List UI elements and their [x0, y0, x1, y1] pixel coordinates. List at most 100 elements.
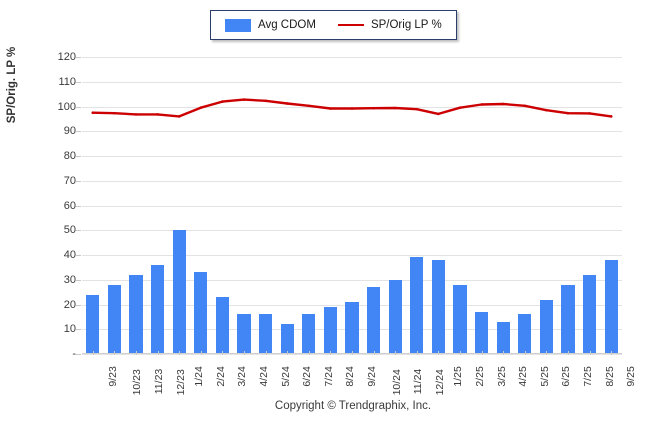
- plot-area: - 10 20 30 40 50 60 70 80 90 100 110 120: [58, 52, 622, 360]
- gridline: [82, 205, 622, 207]
- x-tick-mark: [568, 351, 569, 355]
- gridline: [82, 180, 622, 182]
- x-tick-mark: [330, 351, 332, 355]
- bar: [107, 284, 122, 354]
- bar: [366, 287, 381, 354]
- x-tick-label: 9/24: [366, 366, 379, 387]
- legend-label-sp-orig-lp: SP/Orig LP %: [370, 19, 442, 31]
- y-tick-mark: [76, 106, 81, 108]
- line-marker: [242, 98, 246, 101]
- y-tick-mark: [76, 255, 81, 256]
- x-tick-label: 9/23: [107, 366, 120, 387]
- y-tick-label: 20: [63, 298, 76, 311]
- legend-item-sp-orig-lp: SP/Orig LP %: [337, 19, 442, 31]
- y-tick-mark: [76, 205, 81, 207]
- line-marker: [588, 112, 591, 115]
- x-tick-mark: [200, 351, 202, 355]
- y-tick-label: 90: [63, 125, 76, 138]
- bar: [129, 274, 143, 354]
- bar: [280, 324, 294, 354]
- line-marker: [134, 113, 138, 116]
- bar: [582, 274, 597, 354]
- x-tick-mark: [157, 351, 159, 355]
- x-tick-mark: [136, 351, 137, 355]
- bar: [561, 284, 575, 354]
- x-tick-label: 5/25: [539, 366, 552, 387]
- bar: [237, 314, 251, 354]
- bar: [150, 264, 165, 354]
- x-tick-mark: [438, 351, 440, 355]
- y-tick-label: 120: [57, 51, 76, 63]
- x-tick-mark: [92, 351, 94, 355]
- y-tick-label: 80: [63, 150, 76, 162]
- y-tick-label: 100: [57, 100, 76, 113]
- line-marker: [437, 112, 440, 116]
- bar: [474, 311, 489, 354]
- line-marker: [372, 106, 375, 110]
- x-tick-mark: [416, 351, 418, 355]
- y-tick-mark: [76, 81, 81, 83]
- bar: [453, 284, 467, 354]
- gridline: [82, 81, 622, 83]
- y-tick-mark: [76, 57, 81, 58]
- line-marker: [609, 115, 613, 118]
- line-marker: [501, 102, 505, 106]
- x-tick-mark: [373, 351, 375, 355]
- x-axis-labels: 9/23 10/23 11/23 12/23 1/24 2/24 3/24 4/24 5/24 6…: [82, 351, 637, 401]
- y-tick-mark: [76, 131, 81, 133]
- line-swatch-icon: [337, 24, 364, 26]
- x-tick-mark: [460, 351, 461, 355]
- gridline: [82, 230, 622, 232]
- bar: [215, 297, 230, 354]
- bar: [539, 299, 554, 354]
- bar-series-avg-cdom: [82, 57, 622, 354]
- x-tick-label: 2/25: [474, 366, 487, 387]
- line-marker: [307, 104, 311, 108]
- y-tick-mark: [76, 279, 81, 281]
- bar: [86, 294, 100, 354]
- chart-legend: Avg CDOM SP/Orig LP %: [210, 10, 457, 40]
- line-marker: [523, 104, 527, 108]
- line-marker: [458, 106, 462, 109]
- x-tick-label: 4/25: [517, 366, 530, 387]
- bar: [194, 272, 208, 354]
- bar: [431, 259, 446, 354]
- y-tick-mark: [76, 354, 81, 355]
- bar-swatch-icon: [225, 18, 251, 32]
- x-tick-label: 1/24: [193, 366, 206, 387]
- line-marker: [545, 108, 548, 112]
- x-tick-mark: [352, 351, 353, 355]
- x-tick-mark: [244, 351, 245, 355]
- legend-item-avg-cdom: Avg CDOM: [225, 18, 316, 32]
- gridline: [82, 279, 622, 281]
- y-tick-label: 60: [63, 199, 76, 212]
- bar: [604, 259, 618, 354]
- x-tick-label: 2/24: [215, 366, 228, 387]
- line-marker: [113, 111, 116, 115]
- y-tick-label: 110: [58, 75, 76, 88]
- line-marker: [177, 115, 181, 118]
- x-tick-label: 1/25: [452, 366, 465, 387]
- x-tick-label: 7/25: [582, 366, 595, 387]
- bar: [345, 302, 359, 354]
- gridline: [82, 106, 622, 108]
- line-marker: [221, 100, 224, 103]
- x-tick-mark: [481, 351, 483, 355]
- y-tick-mark: [76, 329, 81, 331]
- x-tick-mark: [524, 351, 526, 355]
- line-marker: [329, 107, 332, 110]
- y-tick-label: 30: [63, 273, 76, 286]
- x-tick-label: 7/24: [323, 366, 336, 387]
- x-tick-label: 9/25: [625, 366, 638, 387]
- bar: [388, 279, 402, 354]
- line-marker: [156, 113, 159, 116]
- x-tick-mark: [611, 351, 613, 355]
- x-tick-label: 8/25: [603, 366, 616, 387]
- y-tick-label: 10: [63, 323, 76, 336]
- x-tick-label: 10/24: [390, 369, 403, 396]
- line-marker: [566, 111, 570, 115]
- x-tick-label: 10/23: [131, 369, 144, 396]
- x-tick-mark: [179, 351, 181, 355]
- y-axis-title: SP/Orig. LP %: [6, 46, 18, 124]
